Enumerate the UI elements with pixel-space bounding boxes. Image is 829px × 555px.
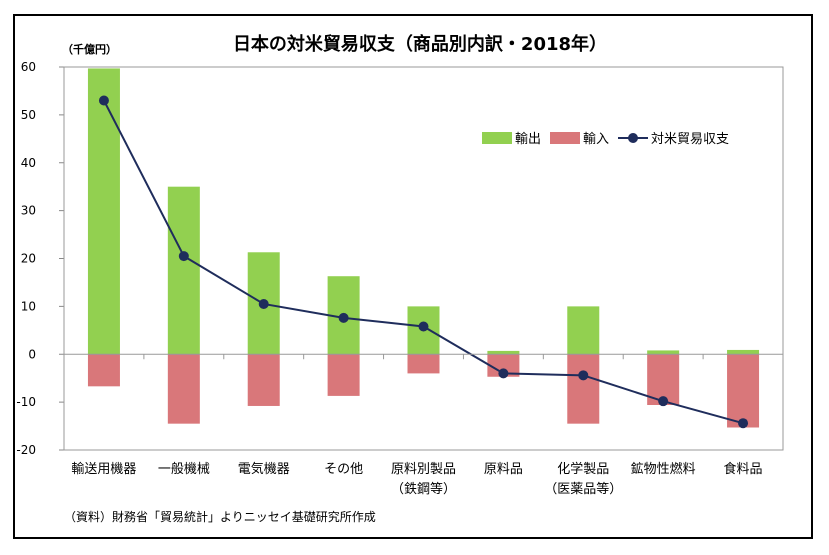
balance-point xyxy=(178,251,189,262)
y-tick-label: 60 xyxy=(21,60,36,74)
balance-point xyxy=(498,368,509,379)
import-bar xyxy=(327,354,360,396)
export-bar xyxy=(487,350,520,355)
chart-title: 日本の対米貿易収支（商品別内訳・2018年） xyxy=(233,33,607,55)
export-bar xyxy=(727,349,760,355)
import-bar xyxy=(87,354,120,387)
legend-swatch-import xyxy=(550,132,580,144)
legend-label-import: 輸入 xyxy=(583,132,609,147)
category-label: 電気機器 xyxy=(238,461,290,477)
chart-frame xyxy=(13,14,813,539)
import-bar xyxy=(727,354,760,428)
balance-point xyxy=(658,396,669,407)
export-bar xyxy=(87,68,120,355)
y-tick-label: 0 xyxy=(28,347,36,361)
balance-point xyxy=(258,298,269,309)
category-label: 一般機械 xyxy=(158,461,210,477)
category-label: 食料品 xyxy=(724,461,763,477)
balance-point xyxy=(98,95,109,106)
category-label: 輸送用機器 xyxy=(71,462,136,477)
import-bar xyxy=(167,354,200,424)
balance-point xyxy=(578,370,589,381)
export-bar xyxy=(167,186,200,355)
plot-border xyxy=(63,66,784,451)
legend-label-export: 輸出 xyxy=(515,132,541,147)
category-label: 原料別製品 xyxy=(391,462,456,477)
y-tick-label: 50 xyxy=(21,108,36,122)
category-label: （医薬品等） xyxy=(544,481,622,497)
import-bar xyxy=(567,354,600,424)
source-note: （資料）財務省「貿易統計」よりニッセイ基礎研究所作成 xyxy=(64,509,376,524)
unit-label: （千億円） xyxy=(62,42,117,56)
category-label: （鉄鋼等） xyxy=(391,481,456,497)
y-tick-label: 20 xyxy=(21,252,36,266)
balance-point xyxy=(418,321,429,332)
y-tick-label: 30 xyxy=(21,204,36,218)
export-bar xyxy=(567,306,600,355)
legend: 輸出 輸入 対米貿易収支 xyxy=(482,132,729,147)
category-label: 化学製品 xyxy=(557,461,609,477)
export-bar xyxy=(647,350,680,355)
balance-point xyxy=(738,418,749,429)
import-bar xyxy=(407,354,440,374)
legend-label-balance: 対米貿易収支 xyxy=(651,132,729,147)
category-label: 原料品 xyxy=(484,462,523,477)
import-bar xyxy=(487,354,520,377)
category-label: その他 xyxy=(324,462,363,477)
legend-swatch-export xyxy=(482,132,512,144)
y-tick-label: 10 xyxy=(21,299,36,313)
import-bar xyxy=(247,354,280,406)
y-tick-label: 40 xyxy=(21,156,36,170)
balance-point xyxy=(338,312,349,323)
legend-swatch-balance-marker xyxy=(628,133,638,143)
y-tick-label: -10 xyxy=(16,395,36,409)
category-label: 鉱物性燃料 xyxy=(631,461,696,477)
y-tick-label: -20 xyxy=(16,443,36,457)
